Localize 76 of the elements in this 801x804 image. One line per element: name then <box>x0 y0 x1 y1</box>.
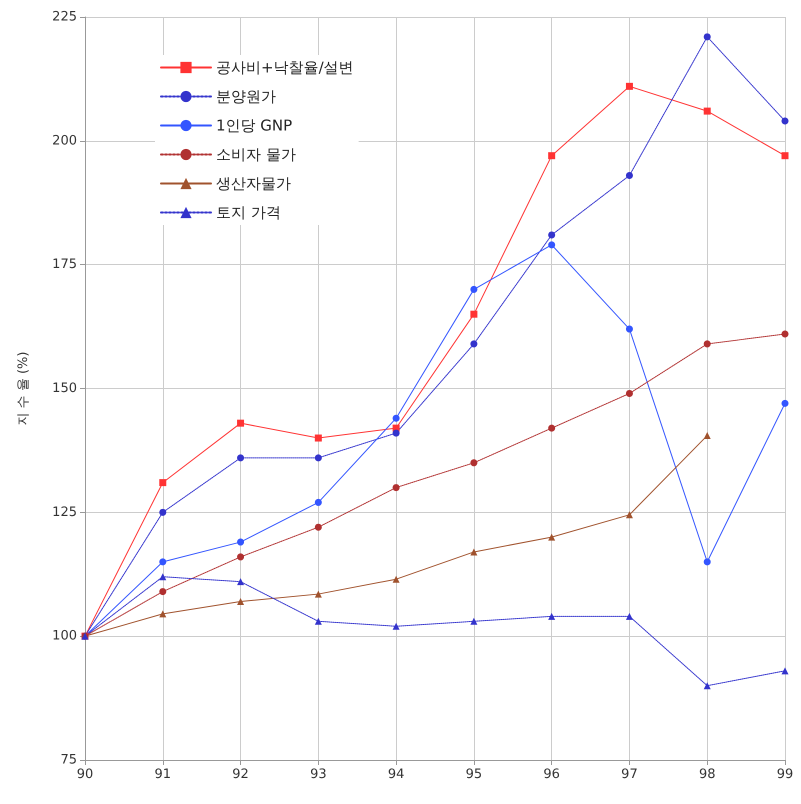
x-tick-label: 90 <box>76 767 94 782</box>
point <box>626 172 633 180</box>
y-tick-label: 75 <box>60 752 77 768</box>
legend-label: 토지 가격 <box>216 204 281 222</box>
x-tick-label: 99 <box>776 767 794 782</box>
y-tick-label: 175 <box>52 257 77 272</box>
point <box>548 241 556 248</box>
point <box>704 432 711 440</box>
point <box>237 578 244 586</box>
point <box>392 576 400 583</box>
point <box>704 33 711 40</box>
point <box>392 484 400 492</box>
point <box>470 548 478 556</box>
y-tick-label: 225 <box>52 10 77 24</box>
point <box>314 454 322 462</box>
x-tick-label: 96 <box>543 767 560 782</box>
point <box>470 618 478 625</box>
point <box>237 454 244 462</box>
point <box>704 108 711 115</box>
legend-label: 1인당 GNP <box>216 116 292 134</box>
point <box>548 534 556 541</box>
point <box>314 434 322 442</box>
point <box>314 498 322 506</box>
x-tick-label: 92 <box>232 767 249 782</box>
point <box>782 118 788 125</box>
x-tick-label: 94 <box>388 767 404 782</box>
point <box>626 511 633 518</box>
point <box>626 390 633 397</box>
point <box>159 508 166 516</box>
point <box>237 553 244 560</box>
point <box>159 610 166 618</box>
x-tick-label: 95 <box>466 767 482 782</box>
legend-label: 분양원가 <box>216 88 276 106</box>
x-tick-label: 98 <box>698 767 716 782</box>
point <box>782 152 788 160</box>
legend-label: 소비자 물가 <box>216 146 296 164</box>
point <box>470 286 478 293</box>
point <box>314 590 322 598</box>
point <box>159 479 166 486</box>
point <box>548 424 556 432</box>
x-tick-label: 93 <box>310 767 327 782</box>
point <box>782 400 788 407</box>
point <box>548 231 556 238</box>
point <box>392 622 400 630</box>
point <box>470 459 478 466</box>
y-tick-label: 150 <box>52 381 77 396</box>
point <box>626 82 633 90</box>
point <box>782 330 788 338</box>
point <box>392 414 400 422</box>
y-axis-title: 지 수 율 (%) <box>16 352 31 426</box>
point <box>704 682 711 690</box>
point <box>470 340 478 348</box>
point <box>237 420 244 427</box>
point <box>782 667 788 674</box>
y-tick-label: 125 <box>52 504 77 520</box>
point <box>626 326 633 333</box>
y-tick-label: 200 <box>52 133 77 148</box>
point <box>159 573 166 580</box>
point <box>626 612 633 620</box>
point <box>159 588 166 596</box>
point <box>159 558 166 566</box>
legend-label: 공사비+낙찰율/설변 <box>216 58 354 76</box>
point <box>314 524 322 531</box>
legend-label: 생산자물가 <box>216 174 291 192</box>
point <box>548 152 556 160</box>
point <box>470 310 478 318</box>
point <box>237 538 244 546</box>
point <box>237 598 244 605</box>
point <box>314 618 322 625</box>
point <box>704 558 711 566</box>
point <box>548 612 556 620</box>
x-tick-label: 91 <box>154 767 172 782</box>
point <box>392 430 400 437</box>
y-tick-label: 100 <box>52 628 77 644</box>
x-tick-label: 97 <box>621 767 638 782</box>
point <box>704 340 711 348</box>
